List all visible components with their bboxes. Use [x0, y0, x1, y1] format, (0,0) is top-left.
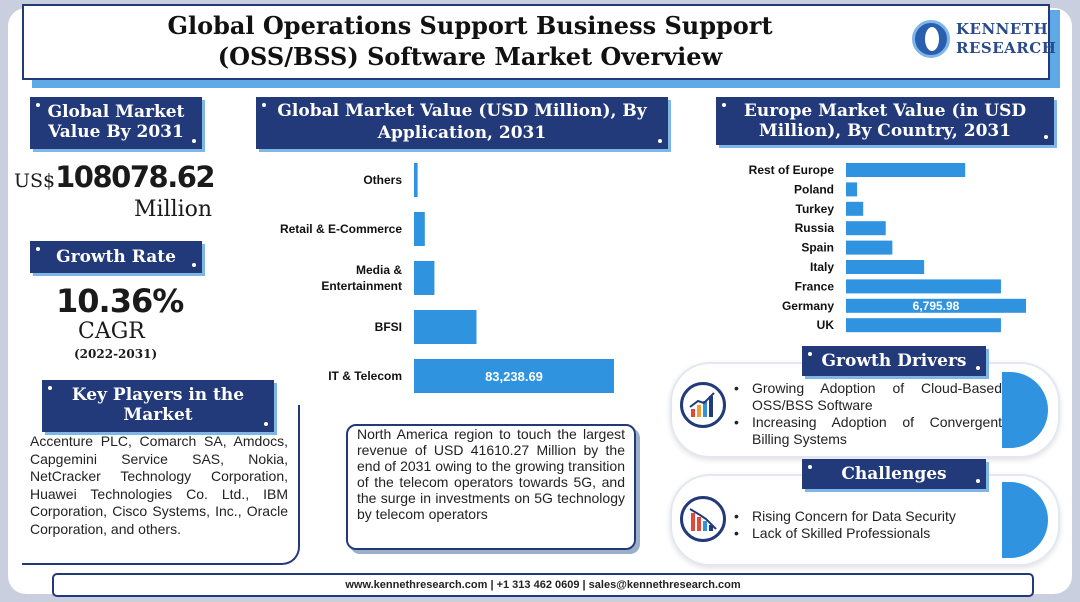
- bar: [846, 260, 925, 274]
- cagr-period: (2022-2031): [74, 347, 158, 361]
- application-chart-title: Global Market Value (USD Million), By Ap…: [256, 97, 668, 149]
- bar: [414, 163, 418, 197]
- list-item: Rising Concern for Data Security: [734, 508, 1002, 525]
- growth-drivers-list: Growing Adoption of Cloud-Based OSS/BSS …: [734, 380, 1002, 448]
- category-label: Russia: [795, 221, 835, 235]
- category-label: Retail & E-Commerce: [280, 222, 402, 236]
- category-label: UK: [817, 318, 835, 332]
- page-title: Global Operations Support Business Suppo…: [40, 10, 900, 72]
- bar: [846, 163, 966, 177]
- bar: [846, 182, 858, 197]
- bar: [846, 279, 1001, 294]
- market-value-heading: Global Market Value By 2031: [30, 97, 202, 149]
- europe-chart-title: Europe Market Value (in USD Million), By…: [716, 97, 1054, 145]
- data-label: 6,795.98: [913, 299, 960, 313]
- logo-text: KENNETH RESEARCH: [956, 20, 1056, 58]
- category-label: Rest of Europe: [749, 163, 835, 177]
- category-label: Spain: [801, 241, 834, 255]
- bar: [414, 212, 425, 246]
- category-label: IT & Telecom: [328, 369, 402, 383]
- drivers-accent: [1002, 372, 1048, 448]
- challenges-accent: [1002, 482, 1048, 558]
- bar: [414, 261, 435, 295]
- title-line-2: (OSS/BSS) Software Market Overview: [217, 42, 723, 71]
- title-box: [22, 4, 1050, 80]
- list-item: Lack of Skilled Professionals: [734, 525, 1002, 542]
- growth-chart-icon: [680, 382, 726, 428]
- list-item: Growing Adoption of Cloud-Based OSS/BSS …: [734, 380, 1002, 414]
- key-players-heading: Key Players in the Market: [42, 380, 274, 432]
- category-label: Italy: [810, 260, 834, 274]
- category-label: Germany: [782, 299, 834, 313]
- bar: [846, 318, 1001, 333]
- north-america-text: North America region to touch the larges…: [357, 426, 625, 522]
- category-label: Media & Entertainment: [321, 263, 402, 293]
- value-number: 108078.62: [55, 160, 215, 194]
- challenges-list: Rising Concern for Data Security Lack of…: [734, 508, 1002, 542]
- decline-chart-icon: [680, 496, 726, 542]
- cagr-value: 10.36%: [56, 282, 184, 320]
- data-label: 83,238.69: [485, 369, 543, 384]
- category-label: Others: [363, 173, 402, 187]
- north-america-box: [346, 424, 636, 550]
- key-players-text: Accenture PLC, Comarch SA, Amdocs, Capge…: [30, 433, 288, 537]
- growth-drivers-heading: Growth Drivers: [802, 346, 986, 376]
- application-bar-chart: Others Retail & E-Commerce Media & Entertai…: [280, 163, 614, 393]
- category-label: Turkey: [796, 202, 835, 216]
- key-players-box: [22, 405, 300, 565]
- cagr-label: CAGR: [78, 319, 145, 344]
- logo-line-1: KENNETH: [956, 20, 1049, 38]
- category-label: France: [795, 279, 835, 293]
- growth-rate-heading: Growth Rate: [30, 241, 202, 273]
- kenneth-research-logo: KENNETH RESEARCH: [912, 18, 1056, 64]
- value-prefix: US$: [14, 170, 56, 192]
- category-label: BFSI: [375, 320, 402, 334]
- market-value: US$108078.62: [14, 160, 234, 194]
- value-unit: Million: [134, 197, 213, 222]
- europe-bar-chart: Rest of Europe Poland Turkey Russia Spain Ita…: [749, 163, 1026, 333]
- contact-footer: www.kennethresearch.com | +1 313 462 060…: [52, 573, 1034, 597]
- bar: [846, 221, 886, 236]
- list-item: Increasing Adoption of Convergent Billin…: [734, 414, 1002, 448]
- category-label: Poland: [794, 182, 834, 196]
- logo-mark-icon: [912, 20, 950, 58]
- title-line-1: Global Operations Support Business Suppo…: [167, 11, 773, 40]
- bar: [846, 240, 893, 255]
- bar: [846, 298, 1026, 313]
- bar: [414, 310, 477, 344]
- logo-line-2: RESEARCH: [956, 39, 1057, 57]
- challenges-heading: Challenges: [802, 459, 986, 489]
- bar: [414, 359, 614, 393]
- bar: [846, 201, 864, 216]
